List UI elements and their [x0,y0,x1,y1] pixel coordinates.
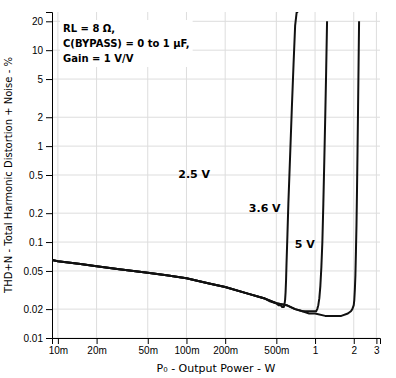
y-tick: 5 [37,74,52,85]
y-tick: 0.5 [29,170,52,181]
y-tick-label: 0.2 [29,208,43,219]
annotation-background [60,20,193,67]
y-tick-mark [46,117,52,118]
x-tick-label: 3 [374,345,380,356]
x-tick: 1 [313,338,319,356]
y-tick: 0.05 [24,266,52,277]
y-tick-label: 0.5 [29,170,43,181]
x-axis-line [53,339,381,345]
y-tick: 0.02 [24,304,52,315]
y-grid-line [52,309,380,310]
x-tick: 50m [139,338,158,356]
lines [52,12,359,316]
y-tick-mark [46,175,52,176]
x-tick-mark [315,338,316,344]
y-tick-mark [46,213,52,214]
annotation-text: RL = 8 Ω, C(BYPASS) = 0 to 1 μF, Gain = 1 … [63,23,190,64]
y-grid-line [52,270,380,271]
x-tick: 200m [213,338,238,356]
y-grid-line [52,146,380,147]
annotation-line: RL = 8 Ω, [63,23,115,34]
y-tick: 0.01 [24,333,52,344]
curve-label: 2.5 V [178,168,210,181]
x-tick-mark [354,338,355,344]
x-tick-label: 100m [174,345,199,356]
x-tick-label: 1 [313,345,319,356]
y-tick-label: 0.02 [24,304,44,315]
x-tick-mark [376,338,377,344]
annotation-line: Gain = 1 V/V [63,53,134,64]
y-axis: 0.01 0.02 0.05 0.1 0.2 0.5 1 2 5 10 20 [24,13,53,344]
x-tick-mark [186,338,187,344]
y-tick-label: 20 [32,16,44,27]
y-grid-line [52,175,380,176]
x-tick-mark [276,338,277,344]
y-tick-mark [46,21,52,22]
y-tick: 0.1 [29,237,52,248]
x-tick-label: 50m [139,345,158,356]
y-grid-line [52,79,380,80]
annotation-line: C(BYPASS) = 0 to 1 μF, [63,38,190,49]
y-tick: 0.2 [29,208,52,219]
x-tick: 500m [264,338,289,356]
y-tick-mark [46,79,52,80]
y-tick: 1 [37,141,52,152]
y-tick-mark [46,146,52,147]
annotation: RL = 8 Ω, C(BYPASS) = 0 to 1 μF, Gain = 1 … [60,20,193,67]
y-tick: 10 [32,45,52,56]
y-tick-mark [46,271,52,272]
x-tick-label: 2 [351,345,357,356]
curve-label: 5 V [295,238,315,251]
y-grid-line [52,117,380,118]
x-tick-mark [58,338,59,344]
x-tick-label: 10m [49,345,68,356]
x-tick: 20m [87,338,106,356]
grid [52,12,380,338]
x-tick-label: 20m [87,345,106,356]
x-tick: 100m [174,338,199,356]
y-tick: 20 [32,16,52,27]
x-tick: 10m [49,338,68,356]
curve-labels: 2.5 V 3.6 V 5 V [178,168,315,251]
x-tick-mark [148,338,149,344]
x-tick-label: 500m [264,345,289,356]
curve-label: 3.6 V [249,202,281,215]
x-axis: 10m 20m 50m 100m 200m 500m 1 2 3 [49,338,381,356]
y-axis-line [46,13,53,339]
y-tick-mark [46,338,52,339]
y-tick-label: 2 [37,112,43,123]
chart: 10m20m50m100m200m500m1230.010.020.050.10… [0,0,396,378]
y-tick-label: 10 [32,45,44,56]
y-tick-mark [46,309,52,310]
x-axis-title: P₀ - Output Power - W [157,362,276,375]
x-tick: 3 [374,338,380,356]
y-axis-title: THD+N - Total Harmonic Distortion + Nois… [3,57,14,294]
plot: 10m20m50m100m200m500m1230.010.020.050.10… [24,12,381,356]
y-tick-label: 0.05 [24,266,44,277]
y-grid-line [52,242,380,243]
y-tick: 2 [37,112,52,123]
series-line [52,12,298,307]
x-tick-mark [225,338,226,344]
y-grid-line [52,213,380,214]
x-tick: 2 [351,338,357,356]
y-tick-label: 0.01 [24,333,44,344]
y-tick-label: 0.1 [29,237,43,248]
y-tick-mark [46,242,52,243]
y-tick-label: 1 [37,141,43,152]
y-tick-mark [46,50,52,51]
x-tick-mark [97,338,98,344]
x-tick-label: 200m [213,345,238,356]
y-tick-label: 5 [37,74,43,85]
